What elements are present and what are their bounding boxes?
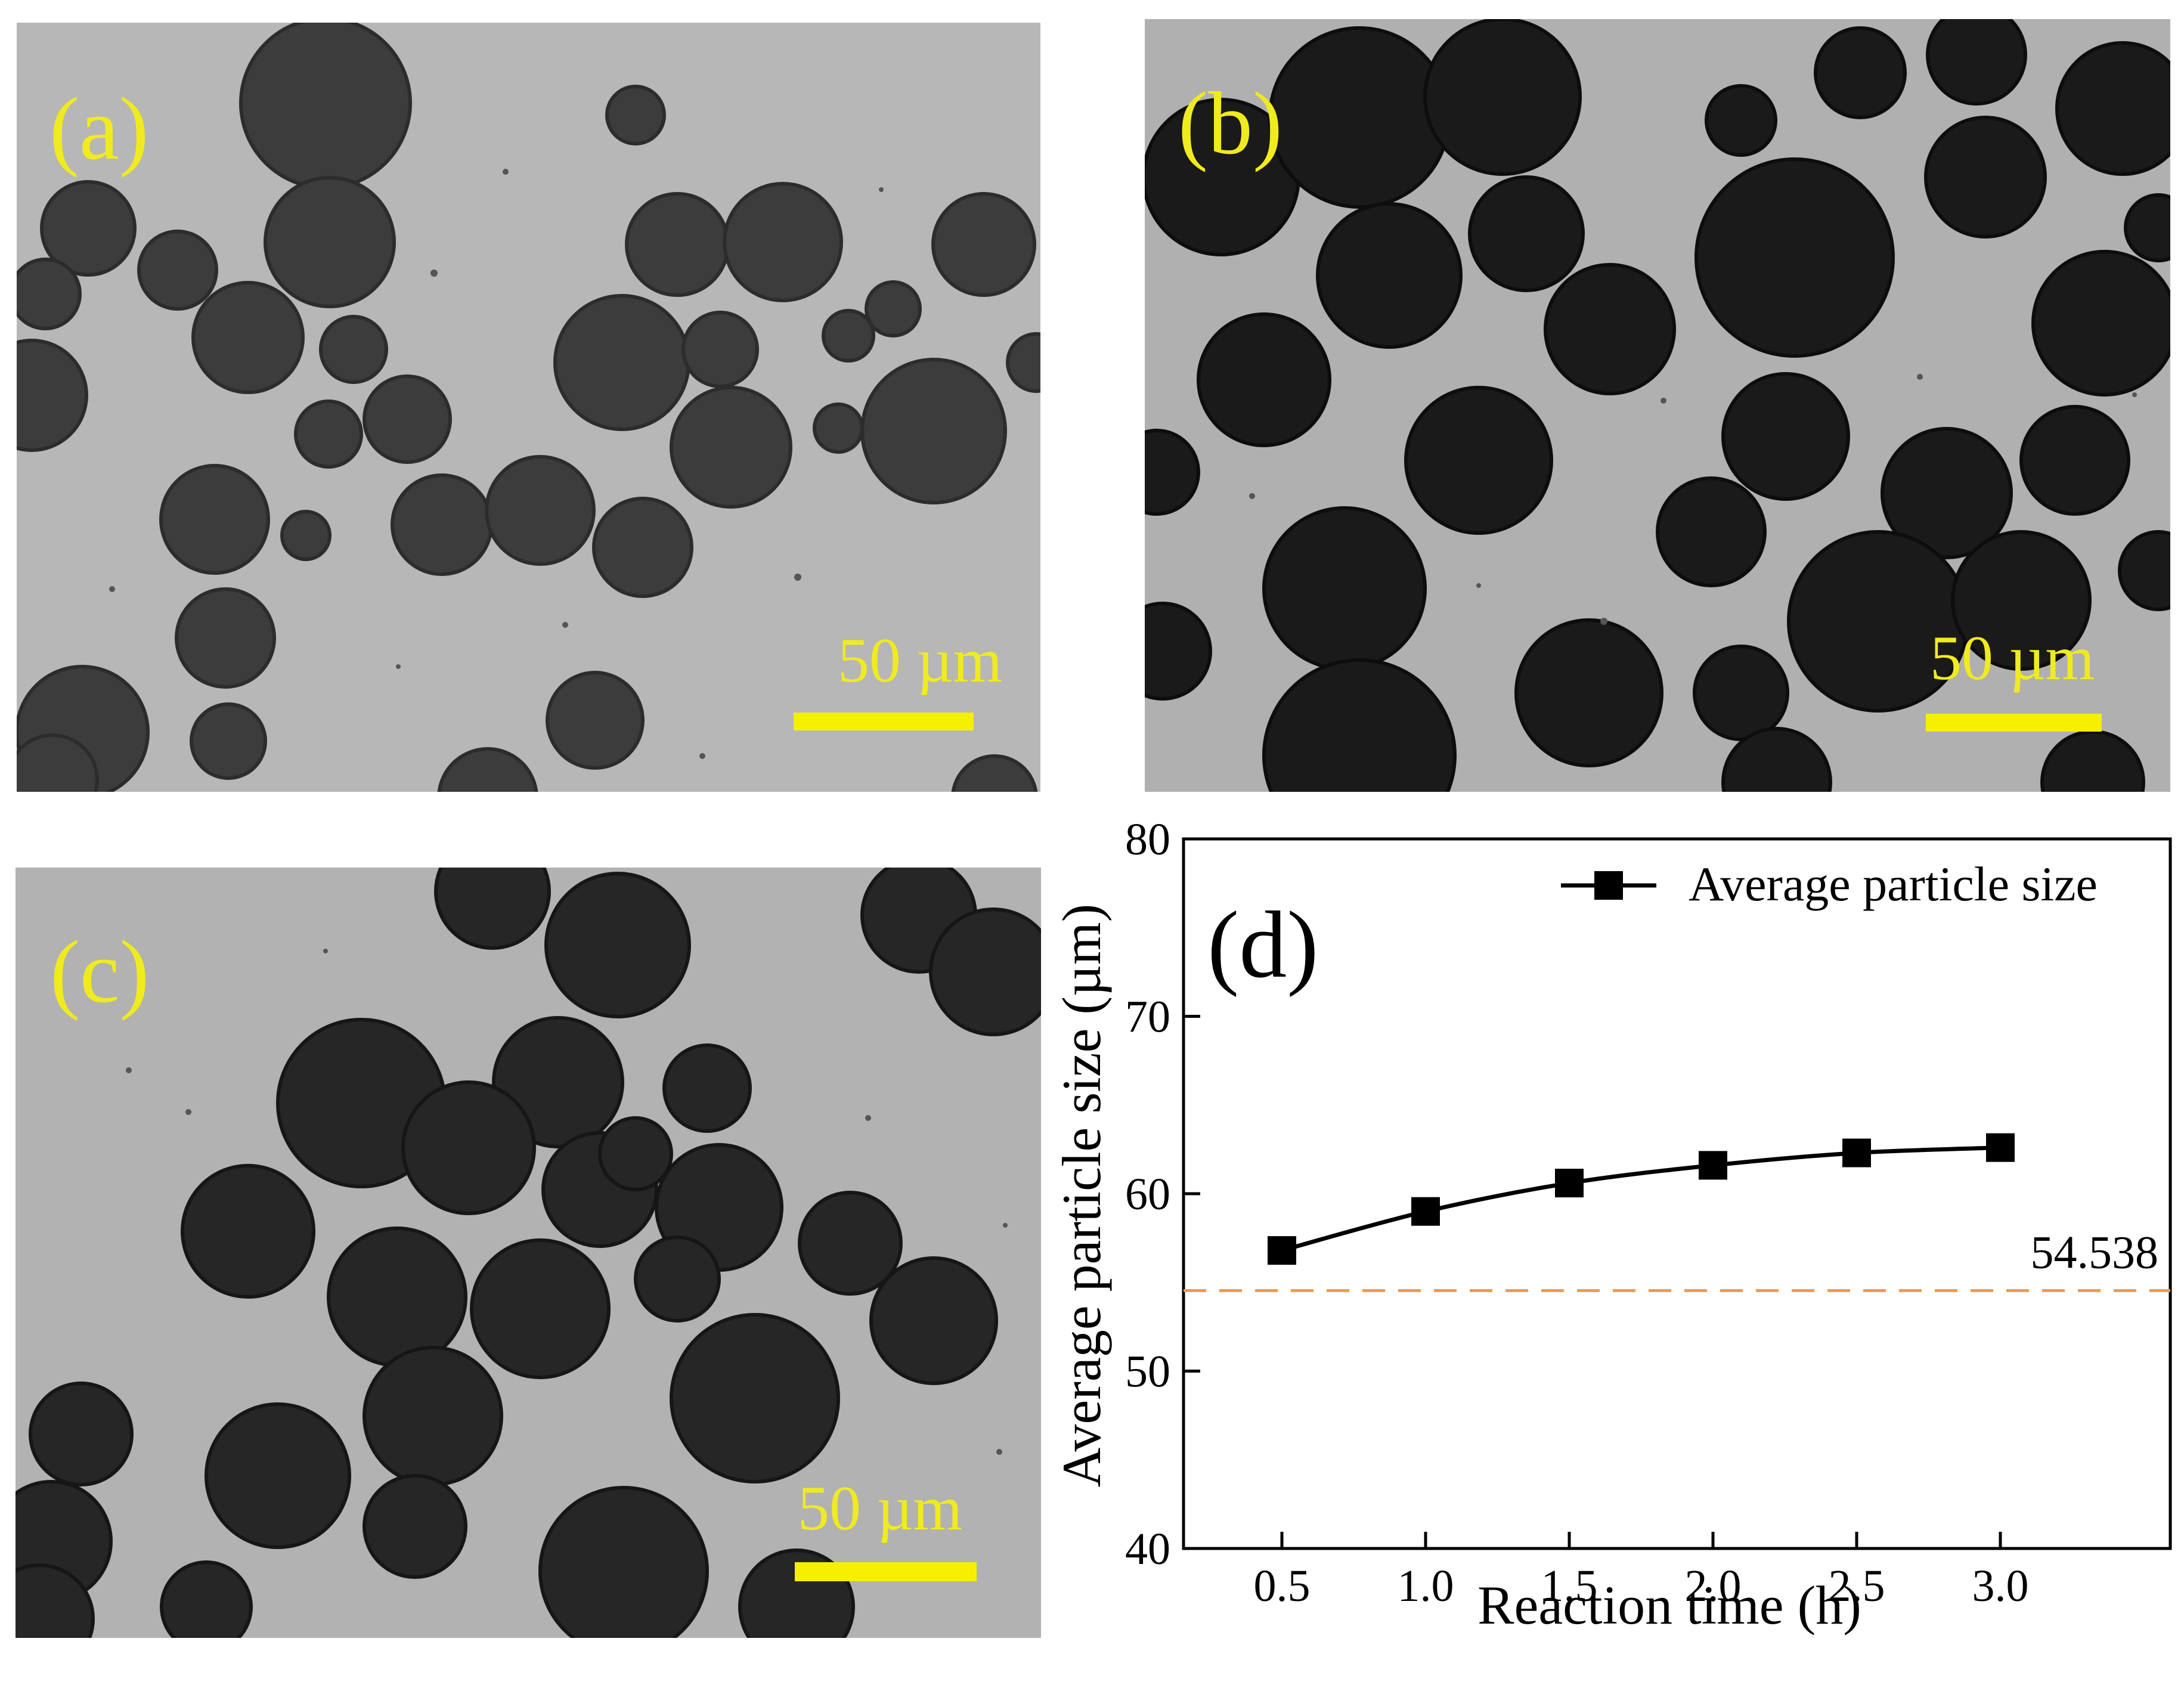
legend-label: Average particle size — [1689, 857, 2098, 911]
legend-marker — [1594, 871, 1623, 900]
y-tick-label: 50 — [1125, 1347, 1170, 1397]
x-tick-label: 2.5 — [1829, 1561, 1885, 1611]
micrograph-image-c — [16, 868, 1041, 1638]
series-line-average-particle-size — [1281, 1145, 2001, 1253]
panel-label-c: (c) — [50, 922, 149, 1021]
data-point — [1555, 1169, 1584, 1198]
x-tick-label: 1.5 — [1541, 1561, 1598, 1611]
data-point — [1986, 1133, 2015, 1162]
micrograph-panel-b: (b) 50 µm — [1145, 19, 2170, 792]
y-tick-label: 70 — [1125, 992, 1170, 1042]
panel-b-overlay: (b) 50 µm — [1178, 74, 2102, 732]
micrograph-image-a — [17, 23, 1040, 792]
y-tick-label: 40 — [1125, 1524, 1170, 1574]
panel-label-d: (d) — [1207, 891, 1319, 998]
y-axis-label: Average particle size (µm) — [1051, 904, 1112, 1487]
x-tick-label: 3.0 — [1972, 1561, 2029, 1611]
panel-a-overlay: (a) 50 µm — [49, 79, 1002, 730]
reference-line-label: 54.538 — [2031, 1226, 2159, 1278]
y-tick-label: 60 — [1125, 1169, 1170, 1219]
scale-bar-label-c: 50 µm — [798, 1473, 962, 1543]
x-axis-label: Reaction time (h) — [1477, 1575, 1861, 1636]
series-markers — [1268, 1133, 2015, 1265]
data-point — [1699, 1151, 1727, 1180]
legend: Average particle size — [1561, 857, 2098, 911]
x-axis: 0.5 1.0 1.5 2.0 2.5 3.0 — [1254, 1532, 2029, 1611]
plot-area — [1182, 837, 2172, 1550]
x-tick-label: 1.0 — [1398, 1561, 1454, 1611]
panel-label-b: (b) — [1178, 74, 1282, 173]
data-point — [1842, 1138, 1871, 1167]
scale-bar-label-b: 50 µm — [1930, 623, 2095, 693]
x-tick-label: 0.5 — [1254, 1561, 1311, 1611]
data-point — [1268, 1236, 1296, 1265]
panel-label-a: (a) — [49, 79, 148, 178]
data-point — [1411, 1197, 1440, 1226]
y-tick-label: 80 — [1125, 814, 1170, 865]
micrograph-panel-c: (c) 50 µm — [16, 868, 1041, 1638]
scale-bar-b — [1926, 714, 2102, 732]
micrograph-panel-a: (a) 50 µm — [17, 23, 1040, 792]
x-tick-label: 2.0 — [1685, 1561, 1742, 1611]
y-axis: 40 50 60 70 80 — [1125, 814, 1200, 1574]
micrograph-image-b — [1145, 19, 2170, 792]
scale-bar-c — [795, 1562, 977, 1581]
panel-c-overlay: (c) 50 µm — [50, 922, 977, 1581]
scale-bar-a — [794, 713, 974, 730]
scale-bar-label-a: 50 µm — [838, 625, 1002, 695]
